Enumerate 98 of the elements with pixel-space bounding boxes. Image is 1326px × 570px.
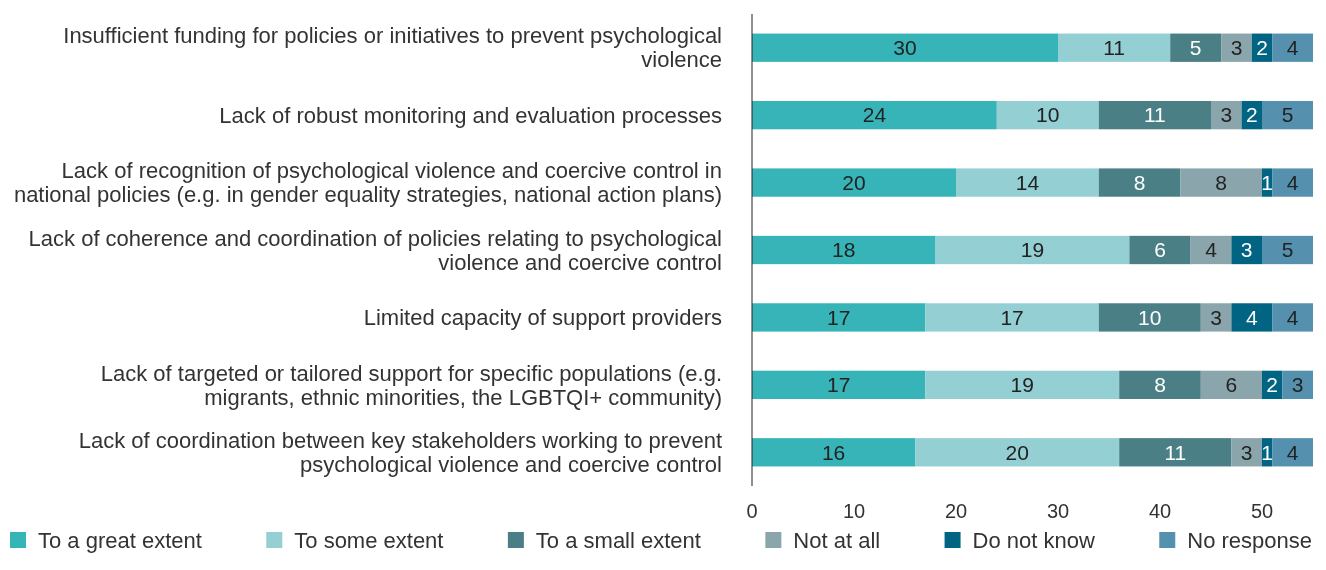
y-tick-label: Limited capacity of support providers [363, 305, 722, 331]
bar [1200, 370, 1262, 400]
data-label: 3 [1230, 36, 1243, 60]
data-label: 17 [827, 373, 851, 397]
y-tick-label: Lack of robust monitoring and evaluation processes [219, 102, 722, 128]
legend-label: To a small extent [535, 527, 701, 553]
bar [1098, 168, 1181, 197]
data-label: 8 [1215, 170, 1228, 194]
bar [996, 100, 1099, 130]
bar [925, 303, 1099, 332]
x-tick-label: 0 [746, 500, 758, 522]
data-label: 3 [1291, 373, 1304, 397]
data-label: 4 [1286, 170, 1299, 194]
bar [752, 33, 1058, 62]
bar [1272, 303, 1313, 332]
bar [915, 438, 1120, 467]
data-label: 4 [1286, 305, 1299, 329]
bar [1231, 438, 1262, 467]
bar [1119, 370, 1201, 400]
bar [925, 370, 1120, 400]
bar [752, 100, 997, 130]
bar [1272, 33, 1313, 62]
bar [1272, 168, 1313, 197]
data-label: 3 [1210, 305, 1222, 329]
data-label: 5 [1189, 36, 1202, 60]
legend-label: To a great extent [38, 527, 202, 553]
data-label: 6 [1154, 238, 1166, 262]
data-label: 5 [1281, 103, 1294, 127]
data-label: 4 [1205, 238, 1218, 262]
y-tick-label: Lack of recognition of psychological violence and coercive control in national policies (e.g. in gender equality strategies, national action plans) [13, 158, 722, 208]
bar [1200, 303, 1232, 332]
bar [1231, 303, 1273, 332]
data-label: 3 [1240, 440, 1253, 464]
bar [1098, 100, 1211, 130]
data-label: 8 [1133, 170, 1146, 194]
bar [1129, 235, 1191, 265]
bar [935, 235, 1130, 265]
x-tick-label: 20 [944, 500, 968, 522]
bar [1098, 303, 1201, 332]
data-label: 1 [1261, 440, 1273, 464]
data-label: 11 [1103, 36, 1126, 60]
bar [1058, 33, 1171, 62]
legend-label: Not at all [793, 527, 881, 553]
data-label: 4 [1286, 440, 1299, 464]
y-tick-label: Lack of coordination between key stakeholders working to prevent psychological violence and coercive control [78, 427, 722, 477]
bar [1190, 235, 1232, 265]
bar [1211, 100, 1242, 130]
data-label: 2 [1266, 373, 1279, 397]
bar [752, 168, 956, 197]
data-label: 14 [1015, 170, 1040, 194]
data-label: 6 [1225, 373, 1238, 397]
x-tick-label: 10 [842, 500, 866, 522]
x-tick-label: 50 [1250, 500, 1274, 522]
bar [1231, 235, 1262, 265]
data-label: 10 [1036, 103, 1060, 127]
bar [1272, 438, 1313, 467]
data-label: 1 [1261, 170, 1273, 194]
data-label: 3 [1240, 238, 1253, 262]
data-label: 11 [1143, 103, 1166, 127]
data-label: 20 [842, 170, 866, 194]
legend-label: To some extent [294, 527, 444, 553]
data-label: 3 [1220, 103, 1233, 127]
data-label: 4 [1245, 305, 1258, 329]
y-tick-label: Insufficient funding for policies or initiatives to prevent psychological violence [63, 23, 722, 73]
data-label: 5 [1281, 238, 1294, 262]
data-label: 20 [1005, 440, 1029, 464]
data-label: 19 [1020, 238, 1045, 262]
bar [1262, 235, 1313, 265]
legend-label: Do not know [972, 527, 1095, 553]
bar [956, 168, 1099, 197]
data-label: 8 [1154, 373, 1166, 397]
bar [1170, 33, 1222, 62]
bar [752, 303, 926, 332]
bar [1221, 33, 1252, 62]
data-label: 17 [1000, 305, 1024, 329]
data-label: 16 [821, 440, 846, 464]
bar [1262, 100, 1313, 130]
data-label: 11 [1164, 440, 1187, 464]
bar [1119, 438, 1232, 467]
data-label: 19 [1010, 373, 1034, 397]
data-label: 10 [1138, 305, 1162, 329]
x-tick-label: 40 [1148, 500, 1172, 522]
bar [752, 438, 916, 467]
bar [1180, 168, 1262, 197]
data-label: 18 [832, 238, 856, 262]
data-label: 2 [1245, 103, 1258, 127]
y-tick-label: Lack of targeted or tailored support for specific populations (e.g. migrants, ethnic minorities, the LGBTQI+ community) [100, 360, 722, 410]
y-tick-label: Lack of coherence and coordination of policies relating to psychological violence and coercive control [28, 225, 722, 275]
bar [1282, 370, 1313, 400]
legend-label: No response [1187, 527, 1313, 553]
data-label: 30 [893, 36, 917, 60]
x-tick-label: 30 [1046, 500, 1070, 522]
data-label: 24 [862, 103, 887, 127]
data-label: 2 [1256, 36, 1268, 60]
data-label: 4 [1286, 36, 1299, 60]
data-label: 17 [827, 305, 851, 329]
bar [752, 235, 936, 265]
bar [752, 370, 926, 400]
